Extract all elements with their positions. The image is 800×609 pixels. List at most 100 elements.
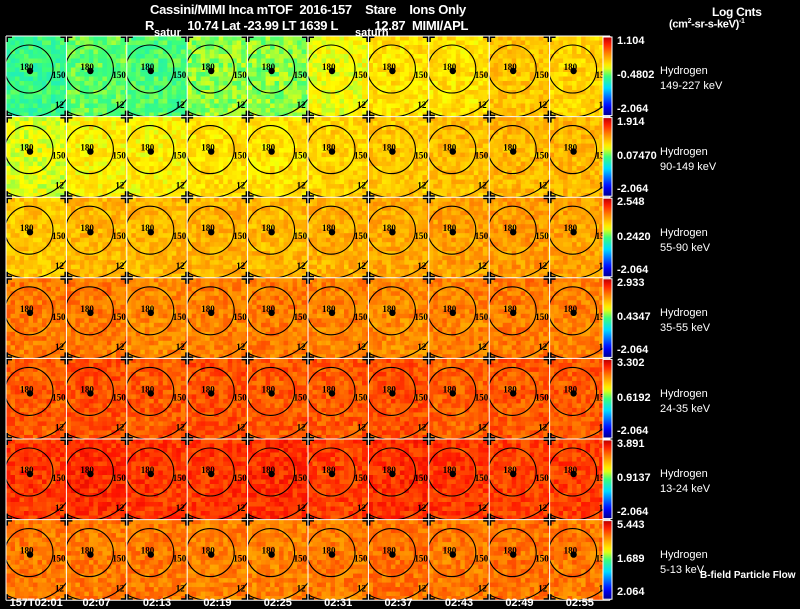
pixel — [473, 139, 479, 144]
pixel — [223, 116, 228, 122]
pixel — [180, 143, 186, 149]
pixel — [205, 116, 210, 122]
pixel — [279, 130, 284, 135]
pixel — [214, 125, 219, 131]
pixel — [106, 166, 112, 171]
pixel — [140, 72, 146, 77]
pixel — [572, 99, 577, 104]
pixel — [312, 184, 318, 189]
pixel — [24, 184, 29, 189]
pixel — [288, 175, 293, 180]
pixel — [348, 108, 354, 113]
pixel — [428, 99, 434, 104]
pixel — [55, 36, 61, 41]
pixel — [404, 45, 410, 50]
pixel — [265, 108, 271, 113]
corner-mask — [124, 110, 127, 117]
pixel — [386, 58, 392, 64]
pixel — [274, 49, 280, 55]
pixel — [135, 76, 141, 82]
pixel — [534, 63, 539, 68]
pixel — [64, 143, 67, 149]
pixel — [97, 134, 103, 140]
pixel — [70, 152, 76, 158]
pixel — [37, 179, 43, 185]
pixel — [390, 112, 396, 117]
pixel — [482, 108, 488, 113]
pixel — [93, 81, 99, 86]
pixel — [140, 81, 146, 86]
pixel — [330, 193, 336, 198]
pixel — [218, 99, 224, 104]
pixel — [301, 130, 307, 135]
pixel — [520, 36, 526, 41]
pixel — [279, 134, 284, 140]
pixel — [362, 108, 367, 113]
pixel — [422, 116, 428, 122]
pixel — [149, 76, 155, 82]
pixel — [473, 166, 479, 171]
corner-mask — [241, 36, 248, 38]
pixel — [84, 103, 90, 109]
pixel — [6, 152, 11, 158]
pixel — [270, 103, 275, 109]
pixel — [386, 112, 392, 117]
pixel — [399, 85, 405, 91]
pixel — [594, 40, 600, 46]
pixel — [599, 99, 604, 104]
pixel — [135, 175, 141, 180]
pixel — [209, 152, 215, 158]
pixel — [283, 103, 289, 109]
pixel — [390, 76, 396, 82]
pixel — [270, 116, 275, 122]
pixel — [279, 170, 284, 176]
pixel — [366, 72, 369, 77]
pixel — [236, 112, 242, 117]
pixel — [426, 76, 429, 82]
pixel — [520, 99, 526, 104]
contour-label: 12 — [538, 100, 548, 110]
pixel — [79, 63, 85, 68]
pixel — [209, 130, 215, 135]
pixel — [460, 54, 466, 59]
pixel — [252, 143, 257, 149]
pixel — [144, 67, 150, 73]
pixel — [368, 94, 374, 100]
pixel — [205, 179, 210, 185]
contour-150 — [187, 125, 235, 175]
pixel — [37, 134, 43, 140]
pixel — [335, 67, 340, 73]
pixel — [256, 99, 262, 104]
pixel — [362, 81, 367, 86]
pixel — [37, 108, 43, 113]
pixel — [218, 36, 224, 41]
pixel — [529, 116, 535, 122]
pixel — [232, 121, 237, 126]
pixel — [51, 58, 56, 64]
pixel — [362, 134, 367, 140]
pixel — [572, 108, 577, 113]
pixel — [377, 161, 383, 167]
pixel — [75, 148, 81, 153]
contour-150 — [308, 44, 356, 94]
pixel — [498, 112, 503, 117]
pixel — [558, 108, 564, 113]
pixel — [70, 72, 76, 77]
pixel — [227, 184, 233, 189]
pixel — [366, 170, 369, 176]
pixel — [149, 99, 155, 104]
pixel — [321, 94, 327, 100]
pixel — [167, 63, 173, 68]
pixel — [131, 143, 137, 149]
pixel — [469, 45, 475, 50]
pixel — [241, 112, 246, 117]
corner-mask — [64, 116, 67, 123]
pixel — [236, 36, 242, 41]
pixel — [442, 184, 448, 189]
pixel — [377, 81, 383, 86]
pixel — [306, 40, 309, 46]
pixel — [516, 161, 521, 167]
pixel — [10, 45, 16, 50]
pixel — [353, 85, 358, 91]
pixel — [317, 152, 322, 158]
